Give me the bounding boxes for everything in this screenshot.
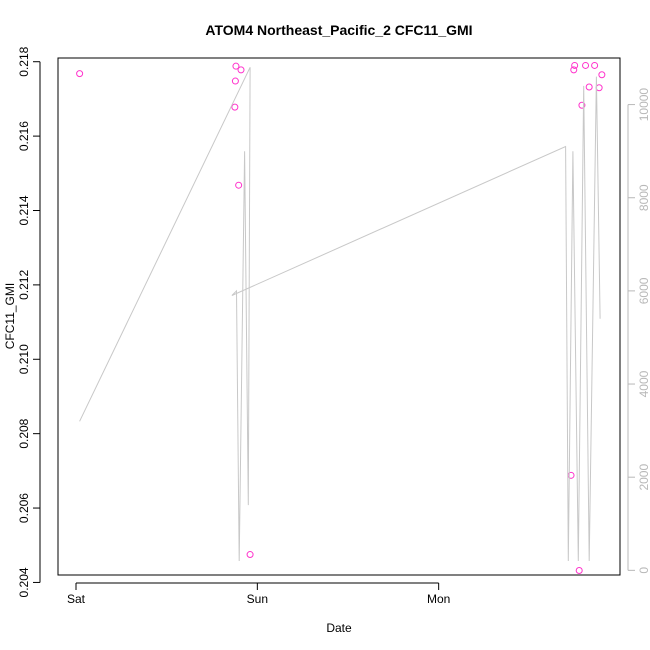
y-axis-label: CFC11_GMI [3,283,17,349]
data-point-13 [585,83,593,91]
x-tick-label-0: Sat [67,592,86,606]
data-point-1 [231,103,239,111]
data-point-6 [246,551,254,559]
y-right-tick-label-2: 4000 [637,370,650,397]
y-right-tick-label-1: 2000 [637,464,650,491]
x-axis-label: Date [326,621,352,635]
data-point-9 [571,61,579,69]
chart-title: ATOM4 Northeast_Pacific_2 CFC11_GMI [205,22,472,38]
y-left-tick-label-6: 0.216 [17,121,31,151]
plot-frame [57,57,621,576]
x-tick-label-1: Sun [247,592,268,606]
data-point-14 [591,61,599,69]
data-point-12 [582,61,590,69]
data-point-8 [570,66,578,74]
y-left-tick-label-2: 0.208 [17,418,31,448]
y-left-tick-label-0: 0.204 [17,567,31,597]
y-left-tick-label-3: 0.210 [17,344,31,374]
data-point-4 [235,181,243,189]
y-left-tick-label-4: 0.212 [17,270,31,300]
data-point-2 [231,77,239,85]
y-right-tick-label-5: 10000 [637,88,650,122]
plot-layer: 0.204 0.206 0.208 0.210 0.212 0.214 0.216 0.218… [17,46,650,606]
data-point-11 [578,101,586,109]
y-right-tick-label-4: 8000 [637,184,650,211]
y-right-tick-label-0: 0 [637,567,650,574]
data-point-10 [575,567,583,575]
y-right-tick-label-3: 6000 [637,277,650,304]
data-point-16 [598,71,606,79]
y-left-tick-label-5: 0.214 [17,195,31,225]
series-line-1 [79,67,601,562]
y-left-tick-label-1: 0.206 [17,493,31,523]
data-point-5 [237,66,245,74]
x-tick-label-2: Mon [427,592,450,606]
y-left-tick-label-7: 0.218 [17,46,31,76]
data-point-0 [76,70,84,78]
data-point-3 [232,62,240,70]
